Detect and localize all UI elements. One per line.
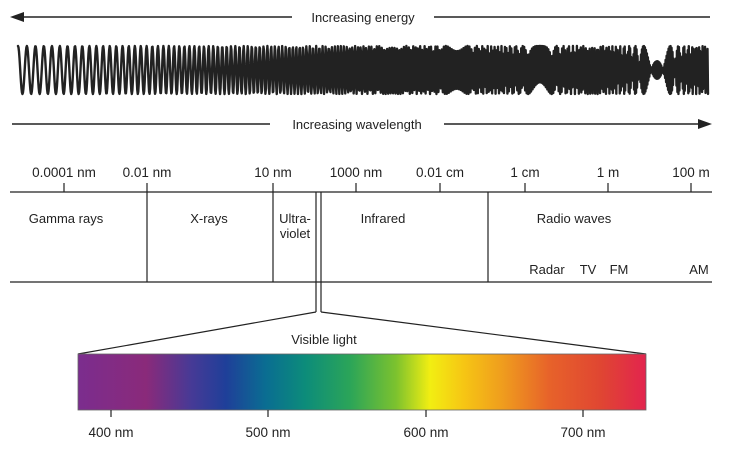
scale-tick-label-3: 1000 nm — [330, 165, 383, 180]
visible-fan-left — [77, 311, 317, 355]
band-label-gamma: Gamma rays — [29, 211, 104, 226]
wavelength-arrow-label: Increasing wavelength — [292, 117, 421, 132]
energy-arrow-label: Increasing energy — [311, 10, 415, 25]
visible-spectrum-bar — [77, 353, 647, 411]
radio-subband-radar: Radar — [529, 262, 565, 277]
visible-tick-label-500: 500 nm — [245, 425, 290, 440]
band-label-infrared: Infrared — [361, 211, 406, 226]
wavelength-scale: 0.0001 nm 0.01 nm 10 nm 1000 nm 0.01 cm … — [10, 165, 712, 283]
scale-tick-label-2: 10 nm — [254, 165, 292, 180]
scale-tick-label-0: 0.0001 nm — [32, 165, 96, 180]
wave-curve — [16, 44, 710, 96]
wavelength-arrow: Increasing wavelength — [12, 117, 712, 132]
scale-tick-label-5: 1 cm — [510, 165, 539, 180]
radio-subband-am: AM — [689, 262, 709, 277]
energy-arrow: Increasing energy — [10, 10, 710, 25]
radio-subbands: Radar TV FM AM — [529, 262, 708, 277]
radio-subband-tv: TV — [580, 262, 597, 277]
band-label-xrays: X-rays — [190, 211, 228, 226]
visible-tick-label-700: 700 nm — [560, 425, 605, 440]
visible-tick-label-400: 400 nm — [88, 425, 133, 440]
scale-tick-label-4: 0.01 cm — [416, 165, 464, 180]
scale-tick-label-7: 100 m — [672, 165, 710, 180]
scale-tick-label-1: 0.01 nm — [123, 165, 172, 180]
radio-subband-fm: FM — [610, 262, 629, 277]
band-labels: Gamma rays X-rays Ultra- violet Infrared… — [29, 211, 612, 241]
energy-arrowhead — [10, 12, 24, 22]
band-label-radio: Radio waves — [537, 211, 612, 226]
band-label-uv-line1: Ultra- — [279, 211, 311, 226]
wavelength-arrowhead — [698, 119, 712, 129]
visible-fan-right — [320, 311, 647, 355]
visible-scale: 400 nm 500 nm 600 nm 700 nm — [88, 410, 606, 440]
visible-light-label: Visible light — [291, 332, 357, 347]
scale-tick-label-6: 1 m — [597, 165, 620, 180]
visible-tick-label-600: 600 nm — [403, 425, 448, 440]
visible-light-connector: Visible light — [77, 282, 647, 355]
band-label-uv-line2: violet — [280, 226, 311, 241]
